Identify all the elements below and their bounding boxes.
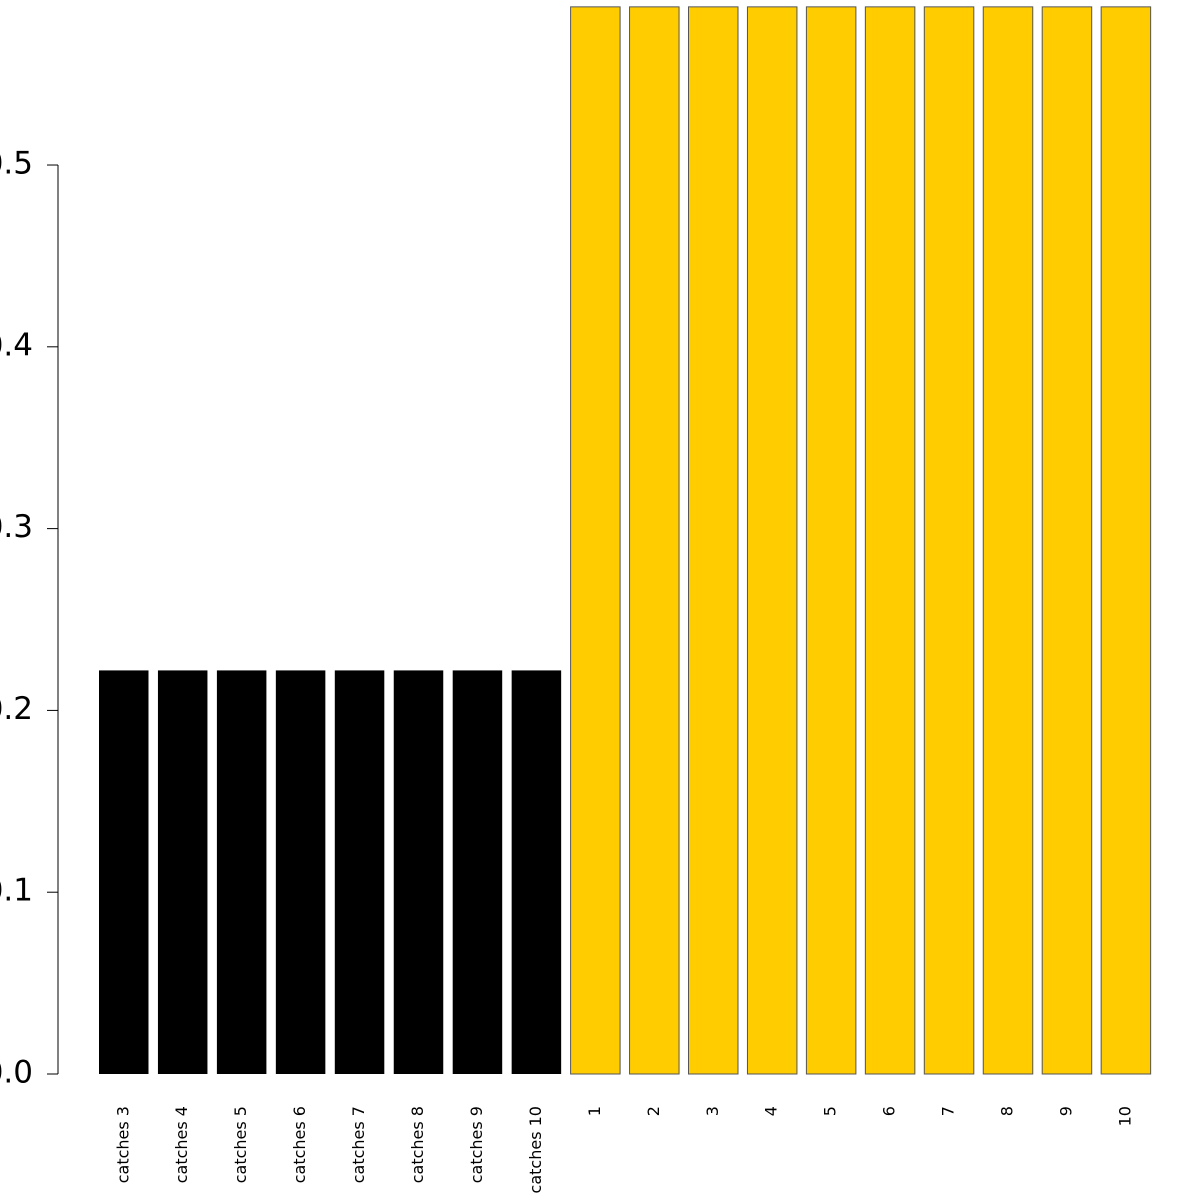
bar — [864, 6, 916, 1075]
x-tick-label: 4 — [762, 1106, 781, 1116]
bar — [805, 6, 857, 1075]
x-tick-label: 10 — [1115, 1106, 1134, 1126]
bar — [1100, 6, 1152, 1075]
bar — [99, 670, 149, 1074]
x-tick-label: 5 — [821, 1106, 840, 1116]
bar — [334, 670, 385, 1074]
x-tick-label: 2 — [644, 1106, 663, 1116]
y-tick-label: 0.5 — [0, 146, 33, 182]
x-tick-label: 8 — [998, 1106, 1017, 1116]
bar — [216, 670, 267, 1074]
bar — [511, 670, 562, 1074]
x-tick-label: 3 — [703, 1106, 722, 1116]
bar — [157, 670, 208, 1074]
bar — [982, 6, 1034, 1075]
x-tick-label: catches 4 — [172, 1106, 191, 1183]
y-tick-label: 0.2 — [0, 691, 33, 727]
bar — [923, 6, 975, 1075]
y-tick-label: 0.4 — [0, 327, 33, 363]
bar — [629, 6, 680, 1075]
bar — [393, 670, 444, 1074]
x-tick-label: catches 5 — [231, 1106, 250, 1183]
x-tick-label: 9 — [1056, 1106, 1075, 1116]
x-tick-label: catches 9 — [467, 1106, 486, 1183]
x-tick-label: 6 — [880, 1106, 899, 1116]
y-tick-label: 0.3 — [0, 509, 33, 545]
x-tick-label: 7 — [939, 1106, 958, 1116]
bar — [1041, 6, 1093, 1075]
bar — [688, 6, 739, 1075]
x-tick-label: catches 7 — [349, 1106, 368, 1183]
x-tick-label: catches 10 — [526, 1106, 545, 1193]
x-tick-label: catches 8 — [408, 1106, 427, 1183]
x-tick-label: catches 3 — [113, 1106, 132, 1183]
x-tick-label: catches 6 — [290, 1106, 309, 1183]
bar — [746, 6, 798, 1075]
y-tick-label: 0.1 — [0, 873, 33, 909]
bar — [452, 670, 503, 1074]
bar — [275, 670, 326, 1074]
x-tick-label: 1 — [585, 1106, 604, 1116]
bar — [570, 6, 621, 1075]
y-tick-label: 0.0 — [0, 1055, 33, 1091]
